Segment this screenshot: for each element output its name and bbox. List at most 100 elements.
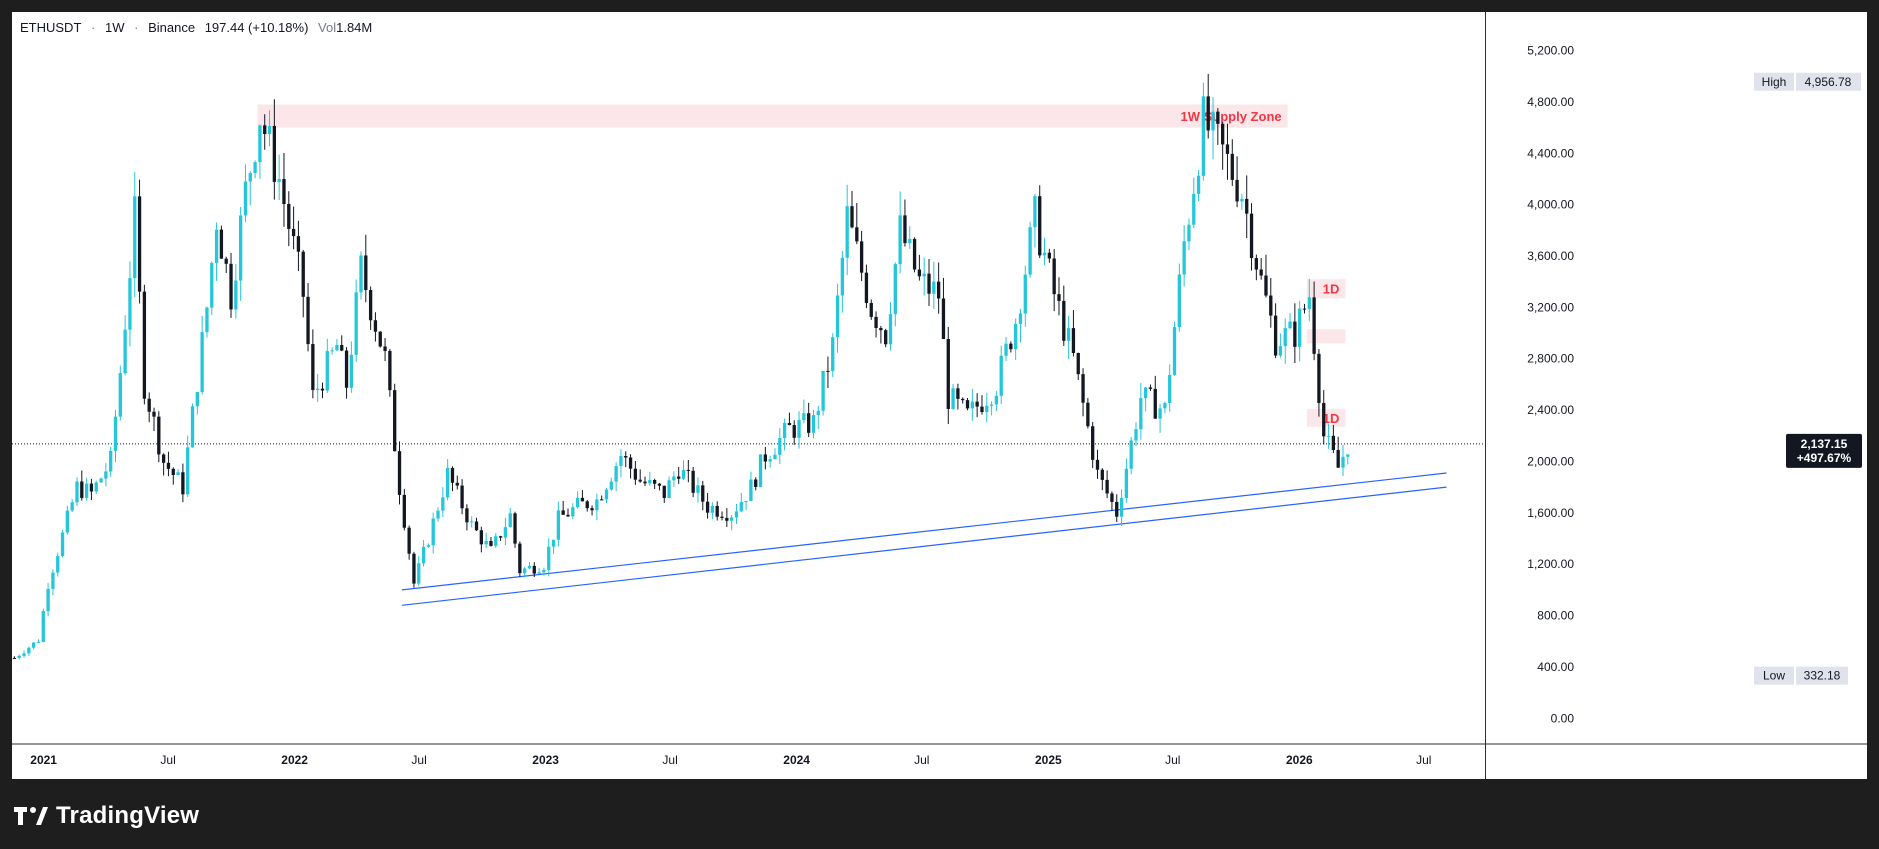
- candle-body[interactable]: [171, 468, 175, 475]
- candle-body[interactable]: [137, 196, 142, 292]
- candle-body[interactable]: [1139, 398, 1143, 430]
- candle-body[interactable]: [109, 450, 113, 472]
- candle-body[interactable]: [513, 513, 517, 544]
- candle-body[interactable]: [657, 483, 662, 486]
- candle-body[interactable]: [725, 517, 729, 521]
- candle-body[interactable]: [272, 125, 277, 182]
- candle-body[interactable]: [609, 481, 613, 490]
- candle-body[interactable]: [710, 505, 715, 513]
- candle-body[interactable]: [1269, 295, 1273, 316]
- candle-body[interactable]: [1220, 123, 1225, 145]
- candle-body[interactable]: [388, 350, 392, 391]
- candle-body[interactable]: [754, 479, 758, 487]
- candle-body[interactable]: [1182, 241, 1186, 275]
- candle-body[interactable]: [147, 398, 151, 412]
- candle-body[interactable]: [652, 480, 657, 484]
- candle-body[interactable]: [60, 532, 65, 557]
- candle-body[interactable]: [186, 447, 190, 495]
- candle-body[interactable]: [243, 181, 248, 216]
- candle-body[interactable]: [826, 370, 830, 372]
- candle-body[interactable]: [797, 420, 801, 438]
- candle-body[interactable]: [715, 505, 719, 517]
- candle-body[interactable]: [378, 331, 382, 347]
- candle-body[interactable]: [1071, 328, 1076, 354]
- candle-body[interactable]: [123, 329, 127, 374]
- candle-body[interactable]: [917, 269, 922, 277]
- candle-body[interactable]: [1249, 213, 1254, 259]
- candle-body[interactable]: [1081, 374, 1085, 403]
- candle-body[interactable]: [859, 241, 864, 273]
- candle-body[interactable]: [421, 546, 426, 564]
- candle-body[interactable]: [441, 497, 445, 511]
- candle-body[interactable]: [1110, 493, 1114, 502]
- candle-body[interactable]: [667, 480, 671, 498]
- candle-body[interactable]: [397, 451, 402, 495]
- candle-body[interactable]: [585, 501, 589, 509]
- candle-body[interactable]: [672, 476, 676, 481]
- candle-body[interactable]: [1115, 501, 1119, 517]
- candle-body[interactable]: [205, 307, 209, 333]
- candle-body[interactable]: [975, 401, 979, 407]
- candle-body[interactable]: [932, 281, 936, 294]
- candle-body[interactable]: [455, 482, 459, 486]
- candle-body[interactable]: [720, 516, 724, 518]
- candle-body[interactable]: [1038, 196, 1042, 256]
- candle-body[interactable]: [600, 499, 604, 501]
- candle-body[interactable]: [157, 416, 161, 455]
- candle-body[interactable]: [238, 215, 243, 281]
- candle-body[interactable]: [1009, 343, 1013, 350]
- candle-body[interactable]: [874, 316, 878, 328]
- candle-body[interactable]: [1278, 346, 1283, 356]
- candle-body[interactable]: [1254, 258, 1259, 270]
- candle-body[interactable]: [936, 281, 941, 299]
- candle-body[interactable]: [176, 472, 180, 475]
- candle-body[interactable]: [912, 238, 917, 270]
- candle-body[interactable]: [89, 483, 94, 492]
- candle-body[interactable]: [624, 455, 628, 458]
- candle-body[interactable]: [460, 485, 464, 509]
- candle-body[interactable]: [330, 350, 334, 352]
- candle-body[interactable]: [908, 238, 912, 244]
- candle-body[interactable]: [956, 388, 960, 399]
- candle-body[interactable]: [1119, 497, 1124, 517]
- trendline-0[interactable]: [401, 472, 1447, 591]
- candle-body[interactable]: [999, 355, 1003, 396]
- candle-body[interactable]: [1216, 111, 1220, 124]
- candle-body[interactable]: [1018, 313, 1023, 324]
- candle-body[interactable]: [1177, 274, 1181, 328]
- candle-body[interactable]: [354, 292, 358, 355]
- candle-body[interactable]: [349, 354, 354, 388]
- candle-body[interactable]: [1298, 308, 1302, 347]
- candle-body[interactable]: [869, 302, 873, 317]
- candle-body[interactable]: [1235, 179, 1239, 202]
- candle-body[interactable]: [508, 513, 512, 528]
- candle-body[interactable]: [792, 425, 796, 438]
- candle-body[interactable]: [773, 454, 777, 460]
- candle-body[interactable]: [402, 494, 406, 528]
- candle-body[interactable]: [1158, 408, 1162, 419]
- candle-body[interactable]: [1192, 193, 1196, 225]
- candle-body[interactable]: [1187, 224, 1191, 242]
- candle-body[interactable]: [494, 536, 498, 546]
- candle-body[interactable]: [128, 278, 132, 330]
- candle-body[interactable]: [884, 330, 888, 345]
- candle-body[interactable]: [802, 413, 806, 421]
- candle-body[interactable]: [335, 344, 339, 351]
- candle-body[interactable]: [729, 517, 734, 521]
- candle-body[interactable]: [1230, 153, 1234, 180]
- candle-body[interactable]: [104, 471, 108, 479]
- candle-body[interactable]: [234, 280, 238, 310]
- candle-body[interactable]: [56, 556, 60, 573]
- candle-body[interactable]: [879, 327, 883, 331]
- candle-body[interactable]: [1293, 321, 1297, 347]
- candle-body[interactable]: [845, 206, 849, 258]
- candle-body[interactable]: [12, 657, 17, 659]
- candle-body[interactable]: [1100, 469, 1104, 480]
- candle-body[interactable]: [542, 569, 546, 573]
- zone-box-1[interactable]: [1306, 279, 1346, 299]
- candle-body[interactable]: [1201, 96, 1206, 176]
- candle-body[interactable]: [1004, 343, 1008, 356]
- candle-body[interactable]: [1317, 353, 1321, 403]
- candle-body[interactable]: [426, 545, 431, 547]
- candle-body[interactable]: [1091, 426, 1095, 460]
